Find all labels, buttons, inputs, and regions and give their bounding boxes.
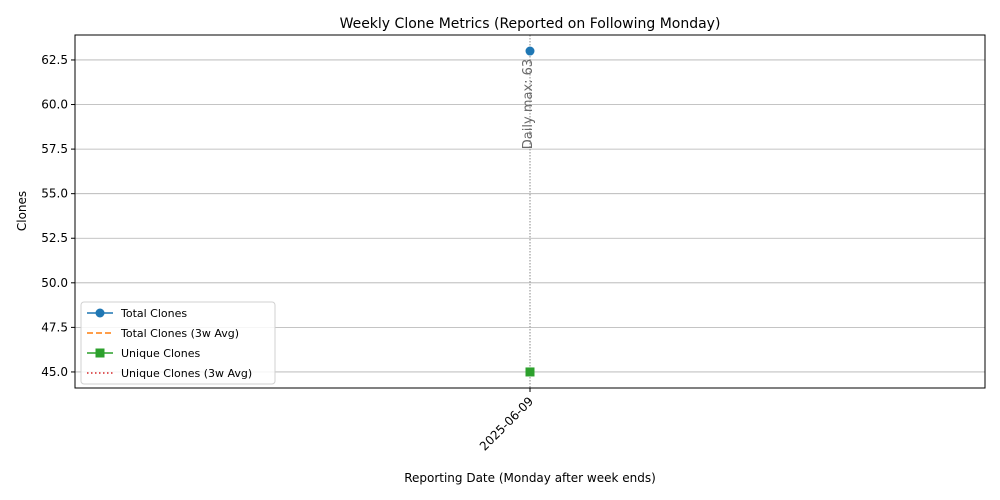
max-annotation: Daily max: 63 <box>521 59 536 149</box>
y-tick-label: 52.5 <box>41 231 68 245</box>
y-tick-label: 50.0 <box>41 276 68 290</box>
y-tick-label: 47.5 <box>41 320 68 334</box>
data-point <box>525 367 535 377</box>
legend-marker <box>95 308 105 318</box>
x-axis-label: Reporting Date (Monday after week ends) <box>404 471 656 485</box>
x-tick-label: 2025-06-09 <box>477 394 536 453</box>
legend-label: Total Clones <box>120 307 187 320</box>
ticks-group: 45.0 47.5 50.0 52.5 55.0 57.5 60.0 62.5 2025-06-… <box>41 53 536 453</box>
chart-title: Weekly Clone Metrics (Reported on Follow… <box>340 16 721 32</box>
legend-label: Unique Clones (3w Avg) <box>121 367 252 380</box>
y-tick-label: 45.0 <box>41 365 68 379</box>
y-tick-label: 62.5 <box>41 53 68 67</box>
legend: Total Clones Total Clones (3w Avg) Unique … <box>80 301 276 385</box>
y-tick-label: 60.0 <box>41 98 68 112</box>
legend-box <box>80 301 276 385</box>
series-group <box>525 46 535 377</box>
y-axis-label: Clones <box>15 191 29 231</box>
data-point <box>525 46 535 56</box>
y-tick-label: 55.0 <box>41 187 68 201</box>
legend-marker <box>95 348 105 358</box>
legend-label: Unique Clones <box>121 347 201 360</box>
legend-label: Total Clones (3w Avg) <box>120 327 239 340</box>
plot-frame <box>74 34 986 389</box>
y-tick-label: 57.5 <box>41 142 68 156</box>
